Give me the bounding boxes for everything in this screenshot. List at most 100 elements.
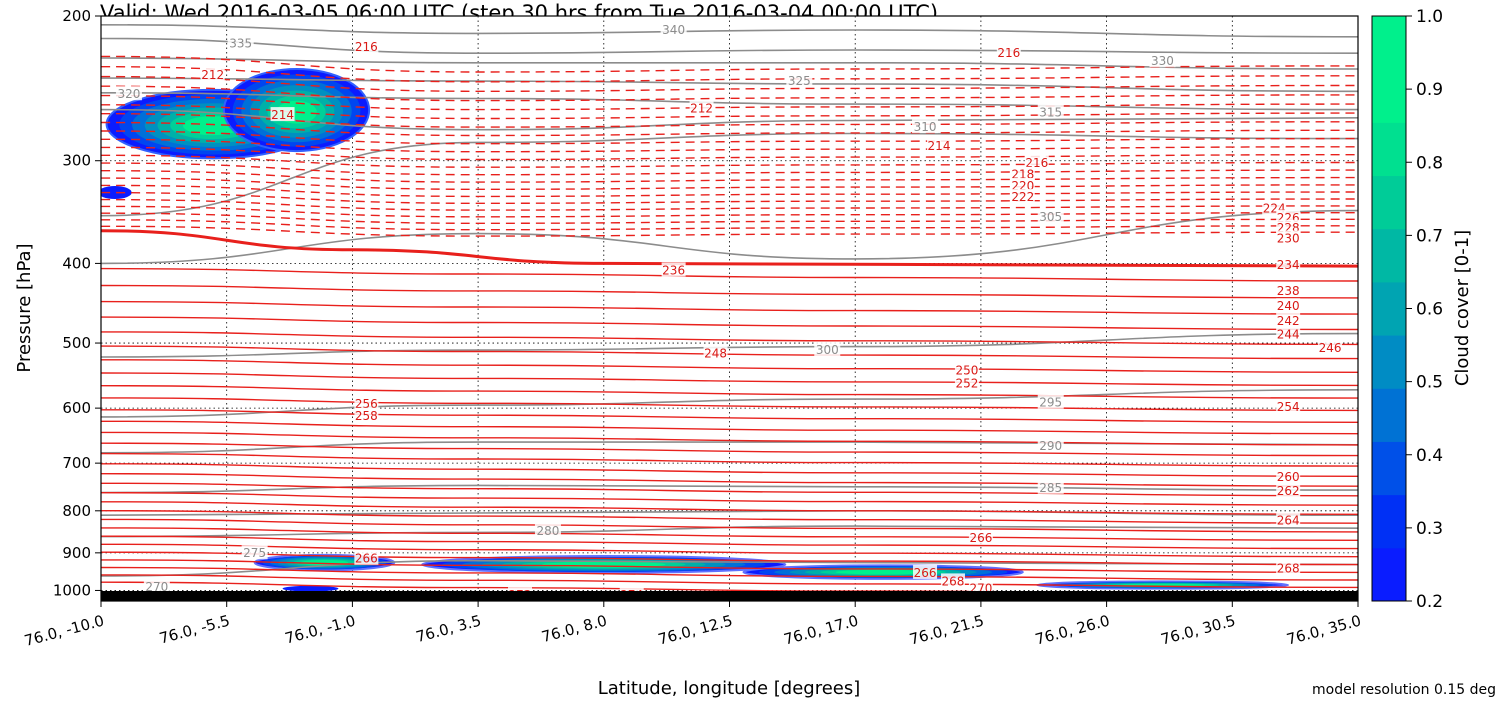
temperature-label: 212	[201, 68, 224, 82]
temperature-contour	[101, 551, 1358, 566]
temperature-label: 248	[704, 347, 727, 361]
temperature-contour	[101, 345, 1358, 360]
x-tick-label: 76.0, 35.0	[1285, 611, 1363, 648]
temperature-label-bg	[1276, 230, 1301, 245]
colorbar-tick-label: 0.9	[1416, 80, 1443, 100]
temperature-contour-dashed	[101, 130, 1358, 145]
temperature-contour	[101, 535, 1358, 550]
temperature-label-bg	[200, 67, 225, 82]
temperature-label-bg	[996, 45, 1021, 60]
temperature-contour	[101, 420, 1358, 435]
temperature-contour	[101, 284, 1358, 299]
theta-label: 295	[1039, 396, 1062, 410]
y-tick-label: 1000	[53, 581, 91, 599]
temperature-label: 264	[1277, 513, 1300, 527]
theta-contour	[101, 525, 1358, 538]
temperature-contour-dashed	[101, 113, 1358, 128]
temperature-contour	[101, 482, 1358, 497]
x-tick-label: 76.0, 12.5	[656, 611, 734, 648]
temperature-label: 212	[690, 101, 713, 115]
theta-label: 305	[1039, 210, 1062, 224]
model-resolution-note: model resolution 0.15 deg	[1312, 682, 1496, 698]
y-tick-label: 900	[62, 544, 91, 562]
temperature-label-bg	[954, 375, 979, 390]
temperature-contour-dashed	[101, 162, 1358, 176]
temperature-contour-dashed	[101, 154, 1358, 168]
theta-label: 275	[243, 546, 266, 560]
temperature-label-bg	[1276, 257, 1301, 272]
x-tick-label: 76.0, 21.5	[908, 611, 986, 648]
temperature-label: 256	[355, 397, 378, 411]
x-axis-label: Latitude, longitude [degrees]	[598, 678, 861, 699]
temperature-label-bg	[354, 395, 379, 410]
temperature-label-bg	[1276, 282, 1301, 297]
temperature-label-bg	[1276, 312, 1301, 327]
theta-label: 325	[788, 74, 811, 88]
temperature-label-bg	[354, 38, 379, 53]
theta-contour	[101, 132, 1358, 217]
colorbar-tick-label: 0.6	[1416, 300, 1443, 320]
temperature-contour	[101, 501, 1358, 515]
theta-label-bg	[534, 522, 561, 537]
temperature-label: 214	[928, 139, 951, 153]
theta-label: 285	[1039, 481, 1062, 495]
temperature-contour-dashed	[101, 184, 1358, 198]
temperature-contour	[101, 452, 1358, 467]
temperature-label: 238	[1277, 284, 1300, 298]
temperature-label: 216	[1025, 156, 1048, 170]
theta-label-bg	[1037, 104, 1064, 119]
theta-label-bg	[786, 73, 813, 88]
colorbar-segment	[1372, 228, 1406, 283]
temperature-contour	[101, 397, 1358, 412]
temperature-contour	[101, 463, 1358, 477]
temperature-contour	[101, 300, 1358, 315]
temperature-contour-dashed	[101, 205, 1358, 218]
theta-label-bg	[1037, 479, 1064, 494]
temperature-label: 258	[355, 409, 378, 423]
temperature-label-bg	[1010, 166, 1035, 181]
colorbar-tick-label: 0.2	[1416, 592, 1443, 612]
colorbar-tick-label: 0.8	[1416, 153, 1443, 173]
theta-contour	[101, 389, 1358, 418]
temperature-contour-dashed	[101, 75, 1358, 93]
colorbar-segment	[1372, 16, 1406, 70]
temperature-contour-dashed	[101, 104, 1358, 120]
temperature-label: 262	[1277, 484, 1300, 498]
colorbar-tick-label: 0.4	[1416, 446, 1443, 466]
colorbar-segment	[1372, 388, 1406, 442]
colorbar-tick-label: 0.3	[1416, 519, 1443, 539]
temperature-contour-dashed	[101, 85, 1358, 102]
theta-contour	[101, 332, 1358, 358]
temperature-label: 230	[1277, 231, 1300, 245]
temperature-contour	[101, 359, 1358, 373]
x-tick-label: 76.0, 30.5	[1159, 611, 1237, 648]
temperature-label: 266	[355, 552, 378, 566]
temperature-label-bg	[661, 262, 686, 277]
temperature-contour-dashed	[101, 219, 1358, 231]
theta-label: 290	[1039, 439, 1062, 453]
temperature-label-bg	[1276, 219, 1301, 234]
contour-labels: 216 2162122122142142162182202222242262282…	[115, 21, 1343, 602]
theta-label-bg	[1037, 437, 1064, 452]
temperature-contour-zero	[101, 229, 1358, 268]
y-tick-label: 300	[62, 152, 91, 170]
theta-label: 310	[914, 120, 937, 134]
temperature-label: 216	[997, 46, 1020, 60]
theta-contour	[101, 92, 1358, 111]
temperature-label: 246	[1319, 341, 1342, 355]
temperature-contour	[101, 492, 1358, 506]
temperature-contour-dashed	[101, 191, 1358, 205]
temperature-contour	[101, 331, 1358, 346]
temperature-label: 234	[1277, 258, 1300, 272]
temperature-label: 222	[1011, 190, 1034, 204]
colorbar-tick-label: 0.5	[1416, 373, 1443, 393]
theta-contour	[101, 57, 1358, 70]
temperature-contour-dashed	[101, 198, 1358, 211]
temperature-contour	[101, 473, 1358, 487]
theta-label-bg	[1149, 53, 1176, 68]
plot-area: 216 2162122122142142162182202222242262282…	[100, 15, 1359, 602]
temperature-label-bg	[270, 107, 295, 122]
y-axis-label: Pressure [hPa]	[14, 243, 35, 372]
y-tick-label: 800	[62, 502, 91, 520]
